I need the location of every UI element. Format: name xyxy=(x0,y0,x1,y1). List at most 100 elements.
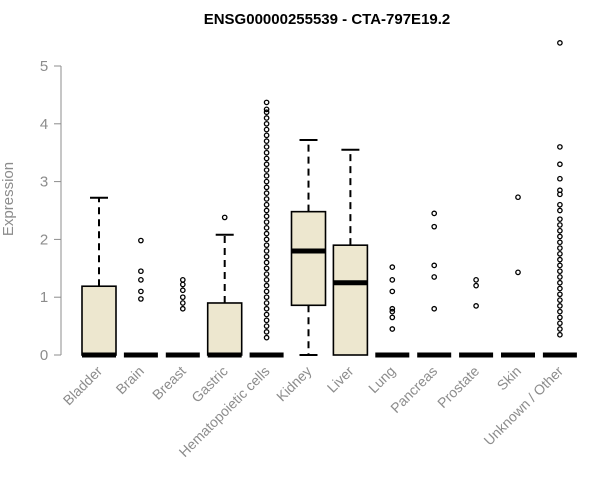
outlier-point xyxy=(263,126,270,133)
outlier-point xyxy=(431,223,438,230)
outlier-point xyxy=(263,99,270,106)
x-tick-label: Skin xyxy=(494,363,525,394)
outlier-point xyxy=(557,144,563,150)
outlier-point xyxy=(557,233,563,240)
outlier-point xyxy=(263,109,270,116)
outlier-point xyxy=(557,175,563,182)
outlier-point xyxy=(263,167,270,173)
outlier-point xyxy=(138,296,144,302)
outlier-point xyxy=(557,256,563,263)
outlier-point xyxy=(179,305,186,312)
outlier-point xyxy=(557,40,563,46)
outlier-point xyxy=(263,178,270,185)
y-tick-label: 0 xyxy=(40,347,48,364)
outlier-point xyxy=(263,172,270,179)
x-tick-label: Lung xyxy=(365,363,398,396)
box-liver xyxy=(332,148,369,356)
outlier-point xyxy=(557,331,563,338)
outlier-point xyxy=(473,277,479,283)
outlier-point xyxy=(557,251,563,257)
iqr-box xyxy=(206,302,243,356)
outlier-point xyxy=(431,210,438,217)
y-tick-label: 3 xyxy=(40,174,48,191)
outlier-point xyxy=(557,201,563,208)
outlier-point xyxy=(263,311,270,318)
outlier-point xyxy=(263,277,270,283)
box-gastric xyxy=(206,214,243,358)
outlier-point xyxy=(557,285,563,292)
outlier-point xyxy=(263,294,270,301)
outlier-point xyxy=(263,317,270,324)
outlier-point xyxy=(431,305,438,312)
outlier-point xyxy=(389,288,396,295)
chart-title: ENSG00000255539 - CTA-797E19.2 xyxy=(204,11,451,28)
box-lung xyxy=(375,264,410,358)
outlier-point xyxy=(557,207,563,214)
iqr-box xyxy=(290,210,327,307)
outlier-point xyxy=(263,120,270,127)
outlier-point xyxy=(515,269,521,276)
outlier-point xyxy=(263,224,270,231)
box-skin xyxy=(501,194,535,358)
y-tick-label: 1 xyxy=(40,289,48,306)
y-tick-label: 2 xyxy=(40,231,48,248)
outlier-point xyxy=(221,214,228,221)
outlier-point xyxy=(473,303,479,309)
outlier-point xyxy=(263,323,270,329)
outlier-point xyxy=(263,144,270,150)
outlier-point xyxy=(557,227,563,234)
outlier-point xyxy=(138,288,144,295)
outlier-point xyxy=(263,219,270,225)
outlier-point xyxy=(473,282,479,289)
x-tick-label: Liver xyxy=(324,363,357,396)
outlier-point xyxy=(179,287,186,294)
outlier-point xyxy=(263,305,270,312)
iqr-box xyxy=(332,244,369,356)
outlier-point xyxy=(263,115,270,121)
boxes-group xyxy=(81,40,577,358)
y-tick-label: 4 xyxy=(40,116,48,133)
outlier-point xyxy=(389,308,396,315)
x-tick-label: Kidney xyxy=(273,363,315,405)
outlier-point xyxy=(263,282,270,289)
outlier-point xyxy=(263,300,270,306)
outlier-point xyxy=(263,138,270,144)
outlier-point xyxy=(179,281,186,288)
outlier-point xyxy=(557,303,563,309)
outlier-point xyxy=(557,161,563,168)
outlier-point xyxy=(263,265,270,272)
outlier-point xyxy=(557,320,563,327)
outlier-point xyxy=(557,308,563,315)
outlier-point xyxy=(263,132,270,139)
box-breast xyxy=(165,277,200,358)
outlier-point xyxy=(557,216,563,223)
x-tick-label: Unknown / Other xyxy=(480,363,566,449)
box-prostate xyxy=(459,277,494,358)
outlier-point xyxy=(557,279,563,286)
outlier-point xyxy=(263,253,270,260)
outlier-point xyxy=(557,274,563,280)
outlier-point xyxy=(431,274,438,280)
box-hematopoietic-cells xyxy=(249,99,284,358)
outlier-point xyxy=(515,194,521,201)
y-axis-label: Expression xyxy=(0,162,17,236)
outlier-point xyxy=(557,326,563,332)
x-tick-label: Pancreas xyxy=(387,363,440,416)
outlier-point xyxy=(389,326,396,332)
outlier-point xyxy=(263,288,270,295)
outlier-point xyxy=(263,149,270,156)
outlier-point xyxy=(389,314,396,321)
outlier-point xyxy=(263,184,270,191)
outlier-point xyxy=(263,271,270,277)
outlier-point xyxy=(263,161,270,168)
outlier-point xyxy=(263,334,270,341)
outlier-point xyxy=(263,190,270,197)
outlier-point xyxy=(263,155,270,162)
outlier-point xyxy=(557,262,563,269)
outlier-point xyxy=(179,277,186,283)
outlier-point xyxy=(557,245,563,251)
outlier-point xyxy=(263,248,270,254)
outlier-point xyxy=(557,187,563,194)
